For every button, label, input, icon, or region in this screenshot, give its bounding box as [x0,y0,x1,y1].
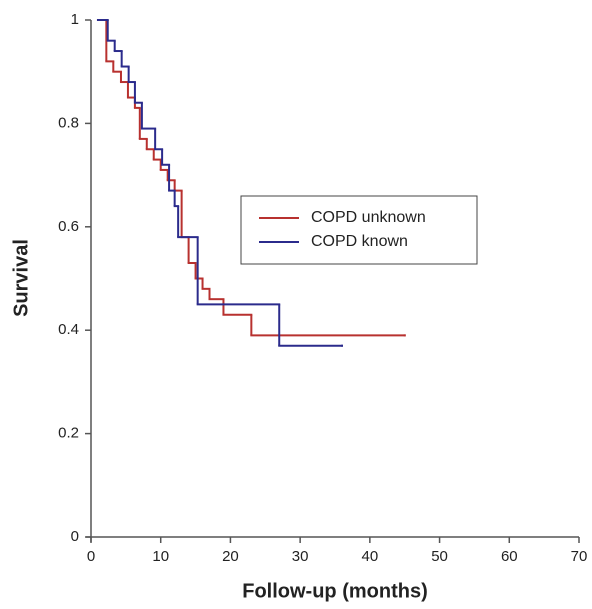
y-tick-label: 1 [71,11,79,28]
x-tick-label: 30 [292,548,309,565]
survival-curve [96,19,406,337]
x-tick-label: 70 [571,548,588,565]
x-tick-label: 10 [152,548,169,565]
x-tick-label: 40 [362,548,379,565]
x-axis-title: Follow-up (months) [242,580,428,602]
x-tick-label: 50 [431,548,448,565]
x-tick-label: 20 [222,548,239,565]
y-tick-label: 0.2 [58,425,79,442]
x-tick-label: 0 [87,548,95,565]
y-axis-title: Survival [10,239,32,317]
y-tick-label: 0.6 [58,218,79,235]
legend-box [240,195,478,265]
y-tick-label: 0.4 [58,321,79,338]
legend-label: COPD known [311,233,408,250]
legend-label: COPD unknown [311,209,426,226]
x-tick-label: 60 [501,548,518,565]
y-tick-label: 0.8 [58,114,79,131]
y-tick-label: 0 [71,528,79,545]
survival-curve [96,19,343,347]
